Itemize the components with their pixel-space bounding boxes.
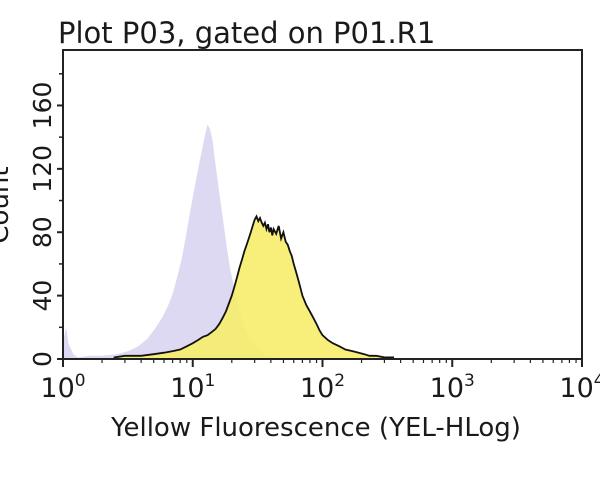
chart-title: Plot P03, gated on P01.R1 [58, 16, 435, 50]
histogram-series-2 [113, 214, 394, 360]
x-tick-label: 102 [300, 371, 345, 404]
x-tick-label: 103 [430, 371, 475, 404]
y-tick-label: 120 [28, 145, 57, 193]
y-tick-label: 160 [28, 82, 57, 130]
tick-layer: 0 40 80 120 160 100 101 102 103 104 [28, 73, 600, 404]
histogram-series-1 [63, 124, 284, 359]
x-tick-label: 100 [40, 371, 85, 404]
plot-frame [62, 49, 583, 360]
x-tick-label: 101 [170, 371, 215, 404]
y-tick-label: 40 [28, 280, 57, 312]
y-tick-label: 80 [28, 216, 57, 248]
x-tick-label: 104 [559, 371, 600, 404]
y-axis-label: Count [0, 166, 15, 243]
y-tick-label: 0 [28, 351, 57, 367]
x-axis-label: Yellow Fluorescence (YEL-HLog) [110, 413, 521, 443]
series-layer [63, 124, 394, 360]
